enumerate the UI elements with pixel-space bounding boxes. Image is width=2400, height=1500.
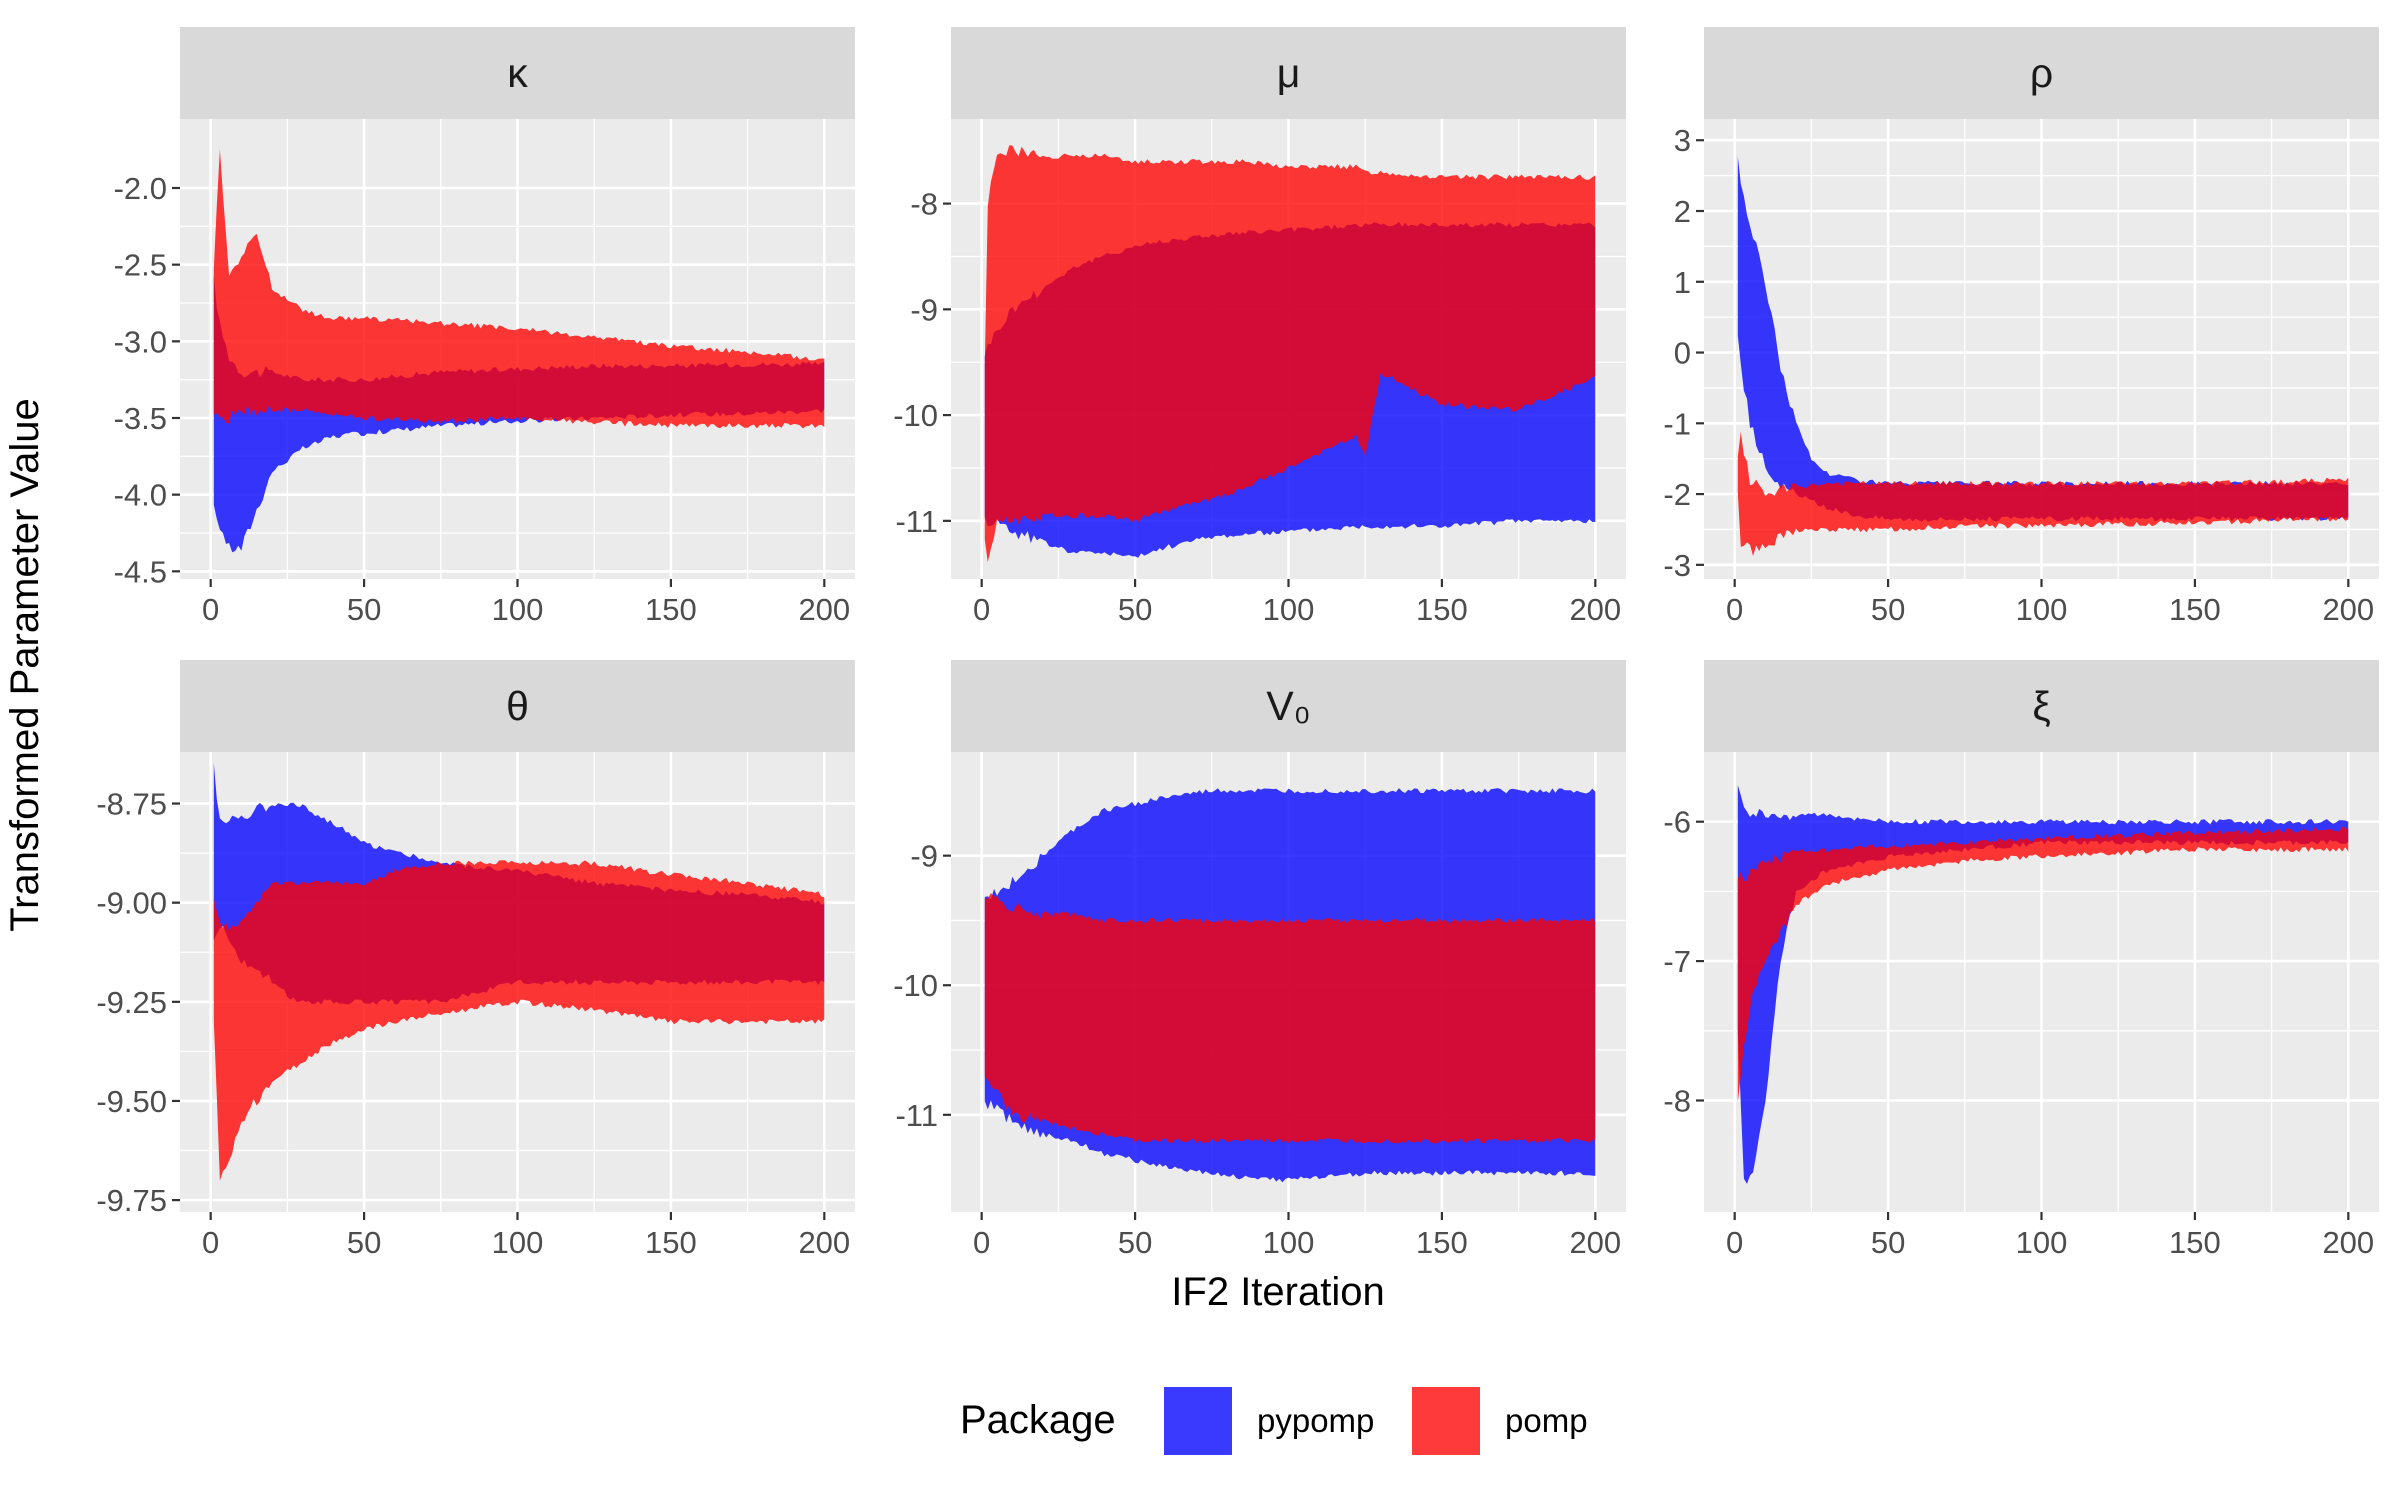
y-tick-label: 1 — [1674, 265, 1691, 300]
x-tick-label: 200 — [798, 1225, 850, 1260]
y-tick-label: -11 — [895, 1098, 938, 1133]
panel-2: μ 0 50 100 150 200 -11 -10 -9 -8 — [893, 27, 1626, 627]
x-tick-label: 100 — [2016, 1225, 2068, 1260]
x-tick-label: 100 — [2016, 592, 2068, 627]
facet-strip-label: κ — [507, 50, 528, 96]
y-tick-label: -10 — [893, 398, 938, 433]
ribbon-pomp — [213, 149, 825, 429]
legend-label-pomp: pomp — [1505, 1402, 1588, 1439]
x-tick-label: 0 — [973, 1225, 990, 1260]
facet-strip — [180, 27, 855, 119]
y-tick-label: -3.5 — [114, 401, 167, 436]
facet-strip — [180, 660, 855, 752]
x-tick-label: 200 — [798, 592, 850, 627]
facet-strip-label: V₀ — [1266, 683, 1310, 729]
panels: κ0 50 100 150 200-4.5-4.0-3.5-3.0-2.5-2.0μ0 5… — [96, 27, 2379, 1260]
x-tick-label: 200 — [1569, 1225, 1621, 1260]
y-tick-label: -9 — [910, 839, 938, 874]
x-tick-label: 200 — [2322, 592, 2374, 627]
ribbon-pomp — [1737, 826, 2349, 1103]
ribbon-pypomp — [1737, 785, 2349, 1184]
x-tick-label: 50 — [1871, 1225, 1905, 1260]
x-tick-label: 200 — [1569, 592, 1621, 627]
x-tick-label: 50 — [1118, 592, 1152, 627]
x-tick-label: 50 — [1118, 1225, 1152, 1260]
x-tick-label: 100 — [492, 592, 544, 627]
x-tick-label: 150 — [645, 592, 697, 627]
legend-title: Package — [960, 1398, 1116, 1442]
y-tick-label: -2 — [1663, 477, 1691, 512]
x-tick-label: 100 — [492, 1225, 544, 1260]
y-tick-label: -6 — [1663, 805, 1691, 840]
y-tick-label: -9.25 — [96, 985, 167, 1020]
x-tick-label: 150 — [1416, 1225, 1468, 1260]
legend-key-pypomp — [1164, 1387, 1232, 1455]
facet-strip — [1704, 660, 2379, 752]
y-tick-label: 0 — [1674, 336, 1691, 371]
x-tick-label: 100 — [1263, 592, 1315, 627]
y-tick-label: -2.5 — [114, 248, 167, 283]
x-tick-label: 0 — [202, 1225, 219, 1260]
y-tick-label: -9.50 — [96, 1084, 167, 1119]
x-tick-label: 0 — [973, 592, 990, 627]
legend: Package pypomp pomp — [960, 1387, 1588, 1455]
panel-4: θ 0 50 100 150 200 -9.75 -9.50 -9.25 -9.00 -8.75 — [96, 660, 855, 1260]
facet-strip-label: μ — [1277, 50, 1301, 96]
ribbon-pomp — [1737, 431, 2349, 556]
x-tick-label: 50 — [347, 1225, 381, 1260]
y-tick-label: -9.75 — [96, 1183, 167, 1218]
y-tick-label: -8 — [910, 187, 938, 222]
x-tick-label: 150 — [2169, 1225, 2221, 1260]
y-tick-label: -9 — [910, 292, 938, 327]
y-tick-label: -4.0 — [114, 478, 167, 513]
x-tick-label: 150 — [1416, 592, 1468, 627]
panel-5: V₀ 0 50 100 150 200 -11 -10 -9 — [893, 660, 1626, 1260]
legend-label-pypomp: pypomp — [1257, 1402, 1374, 1439]
ribbon-pomp — [984, 145, 1596, 563]
ribbon-pomp — [984, 893, 1596, 1144]
y-tick-label: -4.5 — [114, 554, 167, 589]
facet-strip-label: ρ — [2030, 50, 2053, 96]
panel-6: ξ 0 50 100 150 200 -8 -7 -6 — [1663, 660, 2379, 1260]
y-tick-label: -3 — [1663, 548, 1691, 583]
x-tick-label: 0 — [202, 592, 219, 627]
facet-strip — [951, 27, 1626, 119]
x-tick-label: 50 — [347, 592, 381, 627]
y-axis-title: Transformed Parameter Value — [3, 398, 47, 932]
x-tick-label: 150 — [645, 1225, 697, 1260]
y-tick-label: -1 — [1663, 406, 1691, 441]
x-tick-label: 100 — [1263, 1225, 1315, 1260]
y-tick-label: 2 — [1674, 194, 1691, 229]
x-tick-label: 150 — [2169, 592, 2221, 627]
x-tick-label: 0 — [1726, 592, 1743, 627]
x-tick-label: 50 — [1871, 592, 1905, 627]
ribbon-pomp — [213, 860, 825, 1181]
y-tick-label: -9.00 — [96, 886, 167, 921]
x-tick-label: 200 — [2322, 1225, 2374, 1260]
facet-strip — [1704, 27, 2379, 119]
y-tick-label: -8.75 — [96, 787, 167, 822]
panel-1: κ 0 50 100 150 200 -4.5 -4.0 -3.5 -3.0 -2.5 -2.0 — [114, 27, 855, 627]
facet-strip-label: θ — [506, 683, 529, 729]
y-tick-label: -3.0 — [114, 324, 167, 359]
x-tick-label: 0 — [1726, 1225, 1743, 1260]
panel-3: ρ 0 50 100 150 200 -3 -2 -1 0 1 2 3 — [1663, 27, 2379, 627]
y-tick-label: -11 — [895, 504, 938, 539]
y-tick-label: -8 — [1663, 1083, 1691, 1118]
y-tick-label: -10 — [893, 968, 938, 1003]
y-tick-label: -2.0 — [114, 171, 167, 206]
facet-strip — [951, 660, 1626, 752]
y-tick-label: -7 — [1663, 944, 1691, 979]
legend-key-pomp — [1412, 1387, 1480, 1455]
x-axis-title: IF2 Iteration — [1171, 1270, 1384, 1314]
y-tick-label: 3 — [1674, 123, 1691, 158]
facet-strip-label: ξ — [2032, 683, 2050, 729]
